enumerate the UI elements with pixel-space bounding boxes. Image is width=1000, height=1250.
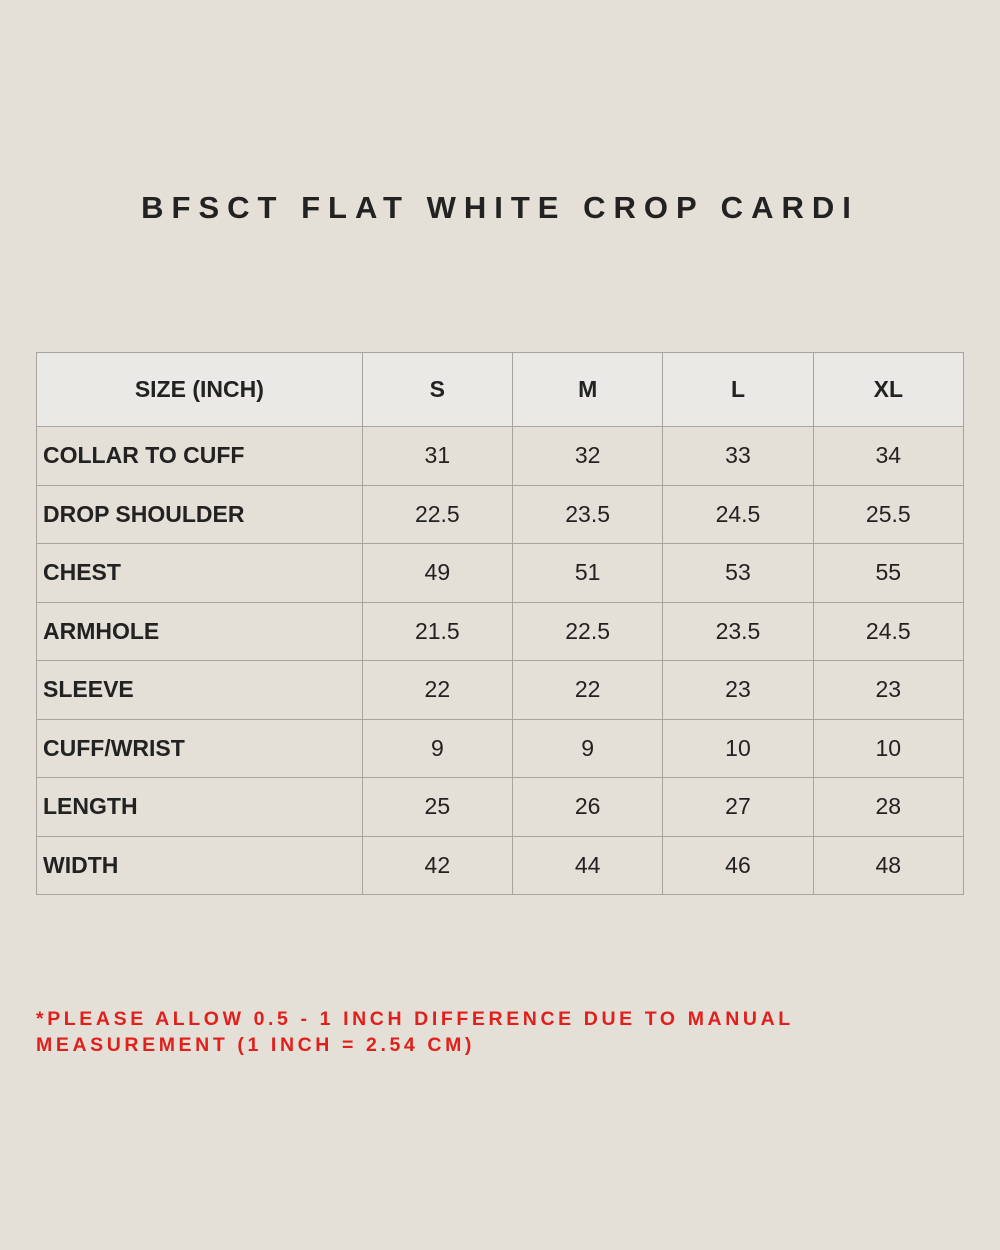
measurement-cell: 33 xyxy=(662,426,814,486)
row-label: COLLAR TO CUFF xyxy=(36,426,363,486)
table-row: COLLAR TO CUFF 31 32 33 34 xyxy=(36,426,965,486)
measurement-cell: 53 xyxy=(662,543,814,603)
measurement-cell: 44 xyxy=(511,835,664,895)
page-title: BFSCT FLAT WHITE CROP CARDI xyxy=(141,190,859,225)
measurement-cell: 27 xyxy=(662,777,814,837)
measurement-cell: 24.5 xyxy=(662,484,814,544)
measurement-cell: 32 xyxy=(511,426,664,486)
measurement-cell: 22.5 xyxy=(511,601,664,661)
table-row: CHEST 49 51 53 55 xyxy=(36,543,965,603)
measurement-cell: 9 xyxy=(361,718,514,778)
row-label: CHEST xyxy=(36,543,363,603)
measurement-cell: 49 xyxy=(361,543,514,603)
row-label: WIDTH xyxy=(36,835,363,895)
table-row: SLEEVE 22 22 23 23 xyxy=(36,660,965,720)
measurement-cell: 9 xyxy=(511,718,664,778)
table-row: LENGTH 25 26 27 28 xyxy=(36,777,965,837)
measurement-cell: 23 xyxy=(812,660,965,720)
measurement-cell: 55 xyxy=(812,543,965,603)
table-row: WIDTH 42 44 46 48 xyxy=(36,835,965,895)
measurement-cell: 34 xyxy=(812,426,965,486)
row-label: DROP SHOULDER xyxy=(36,484,363,544)
measurement-cell: 22 xyxy=(511,660,664,720)
row-label: LENGTH xyxy=(36,777,363,837)
measurement-note: *PLEASE ALLOW 0.5 - 1 INCH DIFFERENCE DU… xyxy=(36,1006,976,1058)
column-header: L xyxy=(662,352,814,427)
measurement-cell: 24.5 xyxy=(812,601,965,661)
table-row: DROP SHOULDER 22.5 23.5 24.5 25.5 xyxy=(36,484,965,544)
table-header-row: SIZE (INCH) S M L XL xyxy=(36,352,965,427)
row-label: SLEEVE xyxy=(36,660,363,720)
measurement-cell: 42 xyxy=(361,835,514,895)
measurement-cell: 26 xyxy=(511,777,664,837)
column-header: S xyxy=(361,352,514,427)
measurement-cell: 10 xyxy=(812,718,965,778)
measurement-cell: 28 xyxy=(812,777,965,837)
measurement-cell: 21.5 xyxy=(361,601,514,661)
measurement-cell: 23 xyxy=(662,660,814,720)
measurement-cell: 10 xyxy=(662,718,814,778)
measurement-cell: 22 xyxy=(361,660,514,720)
measurement-cell: 25.5 xyxy=(812,484,965,544)
measurement-cell: 25 xyxy=(361,777,514,837)
measurement-cell: 31 xyxy=(361,426,514,486)
column-header: XL xyxy=(812,352,965,427)
measurement-cell: 48 xyxy=(812,835,965,895)
table-row: ARMHOLE 21.5 22.5 23.5 24.5 xyxy=(36,601,965,661)
column-header: SIZE (INCH) xyxy=(36,352,363,427)
measurement-cell: 46 xyxy=(662,835,814,895)
row-label: CUFF/WRIST xyxy=(36,718,363,778)
measurement-cell: 22.5 xyxy=(361,484,514,544)
note-line-1: *PLEASE ALLOW 0.5 - 1 INCH DIFFERENCE DU… xyxy=(36,1008,794,1030)
column-header: M xyxy=(511,352,664,427)
measurement-cell: 23.5 xyxy=(511,484,664,544)
table-row: CUFF/WRIST 9 9 10 10 xyxy=(36,718,965,778)
row-label: ARMHOLE xyxy=(36,601,363,661)
size-chart-table: SIZE (INCH) S M L XL COLLAR TO CUFF 31 32 33 34 D… xyxy=(36,352,965,895)
note-line-2: MEASUREMENT (1 INCH = 2.54 CM) xyxy=(36,1034,476,1056)
measurement-cell: 23.5 xyxy=(662,601,814,661)
measurement-cell: 51 xyxy=(511,543,664,603)
